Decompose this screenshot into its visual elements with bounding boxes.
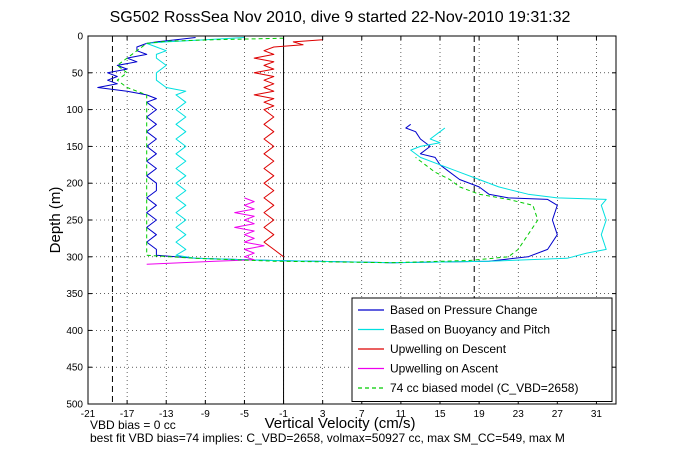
legend-label: Based on Pressure Change — [390, 303, 538, 317]
series-line-3 — [253, 39, 323, 258]
y-tick-label: 250 — [66, 216, 83, 227]
series-layer — [97, 37, 607, 265]
x-axis-label: Vertical Velocity (cm/s) — [265, 415, 416, 432]
x-tick-label: -9 — [201, 409, 210, 420]
x-tick-label: 7 — [359, 409, 365, 420]
y-axis-ticks: 0 50 100 150 200 250 300 350 400 450 500 — [66, 32, 616, 411]
series-line-2 — [146, 37, 607, 264]
chart-title: SG502 RossSea Nov 2010, dive 9 started 2… — [110, 9, 571, 26]
legend-label: Upwelling on Ascent — [390, 362, 499, 376]
x-tick-label: -5 — [240, 409, 249, 420]
y-tick-label: 100 — [66, 105, 83, 116]
x-tick-label: -13 — [159, 409, 174, 420]
series-line-4 — [146, 197, 265, 265]
x-tick-label: 11 — [396, 409, 407, 420]
legend-box — [351, 297, 613, 402]
x-tick-label: 15 — [434, 409, 446, 420]
best-fit-note: best fit VBD bias=74 implies: C_VBD=2658… — [90, 431, 565, 445]
y-tick-label: 50 — [72, 68, 84, 79]
x-tick-label: -21 — [81, 409, 96, 420]
reference-lines — [111, 36, 475, 404]
x-tick-label: 27 — [552, 409, 564, 420]
series-line-1 — [97, 37, 558, 264]
y-tick-label: 200 — [66, 179, 83, 190]
legend-label: Based on Buoyancy and Pitch — [390, 323, 550, 337]
legend-label: Upwelling on Descent — [390, 342, 507, 356]
x-tick-label: 23 — [513, 409, 525, 420]
x-tick-label: 19 — [474, 409, 486, 420]
y-tick-label: 400 — [66, 326, 83, 337]
vbd-bias-note: VBD bias = 0 cc — [90, 418, 176, 432]
y-tick-label: 300 — [66, 252, 83, 263]
legend-label: 74 cc biased model (C_VBD=2658) — [390, 381, 578, 395]
x-tick-label: 3 — [320, 409, 326, 420]
series-line-5 — [116, 37, 539, 264]
x-tick-label: 31 — [591, 409, 603, 420]
legend: Based on Pressure Change Based on Buoyanc… — [351, 297, 613, 402]
x-tick-label: -17 — [120, 409, 135, 420]
y-tick-label: 500 — [66, 400, 83, 411]
x-tick-label: -1 — [279, 409, 288, 420]
y-tick-label: 350 — [66, 289, 83, 300]
y-axis-label: Depth (m) — [47, 187, 64, 254]
x-axis-ticks: -21 -17 -13 -9 -5 -1 3 7 11 15 19 23 27 31 — [81, 36, 603, 420]
y-tick-label: 450 — [66, 363, 83, 374]
y-tick-label: 150 — [66, 142, 83, 153]
y-tick-label: 0 — [77, 32, 83, 43]
